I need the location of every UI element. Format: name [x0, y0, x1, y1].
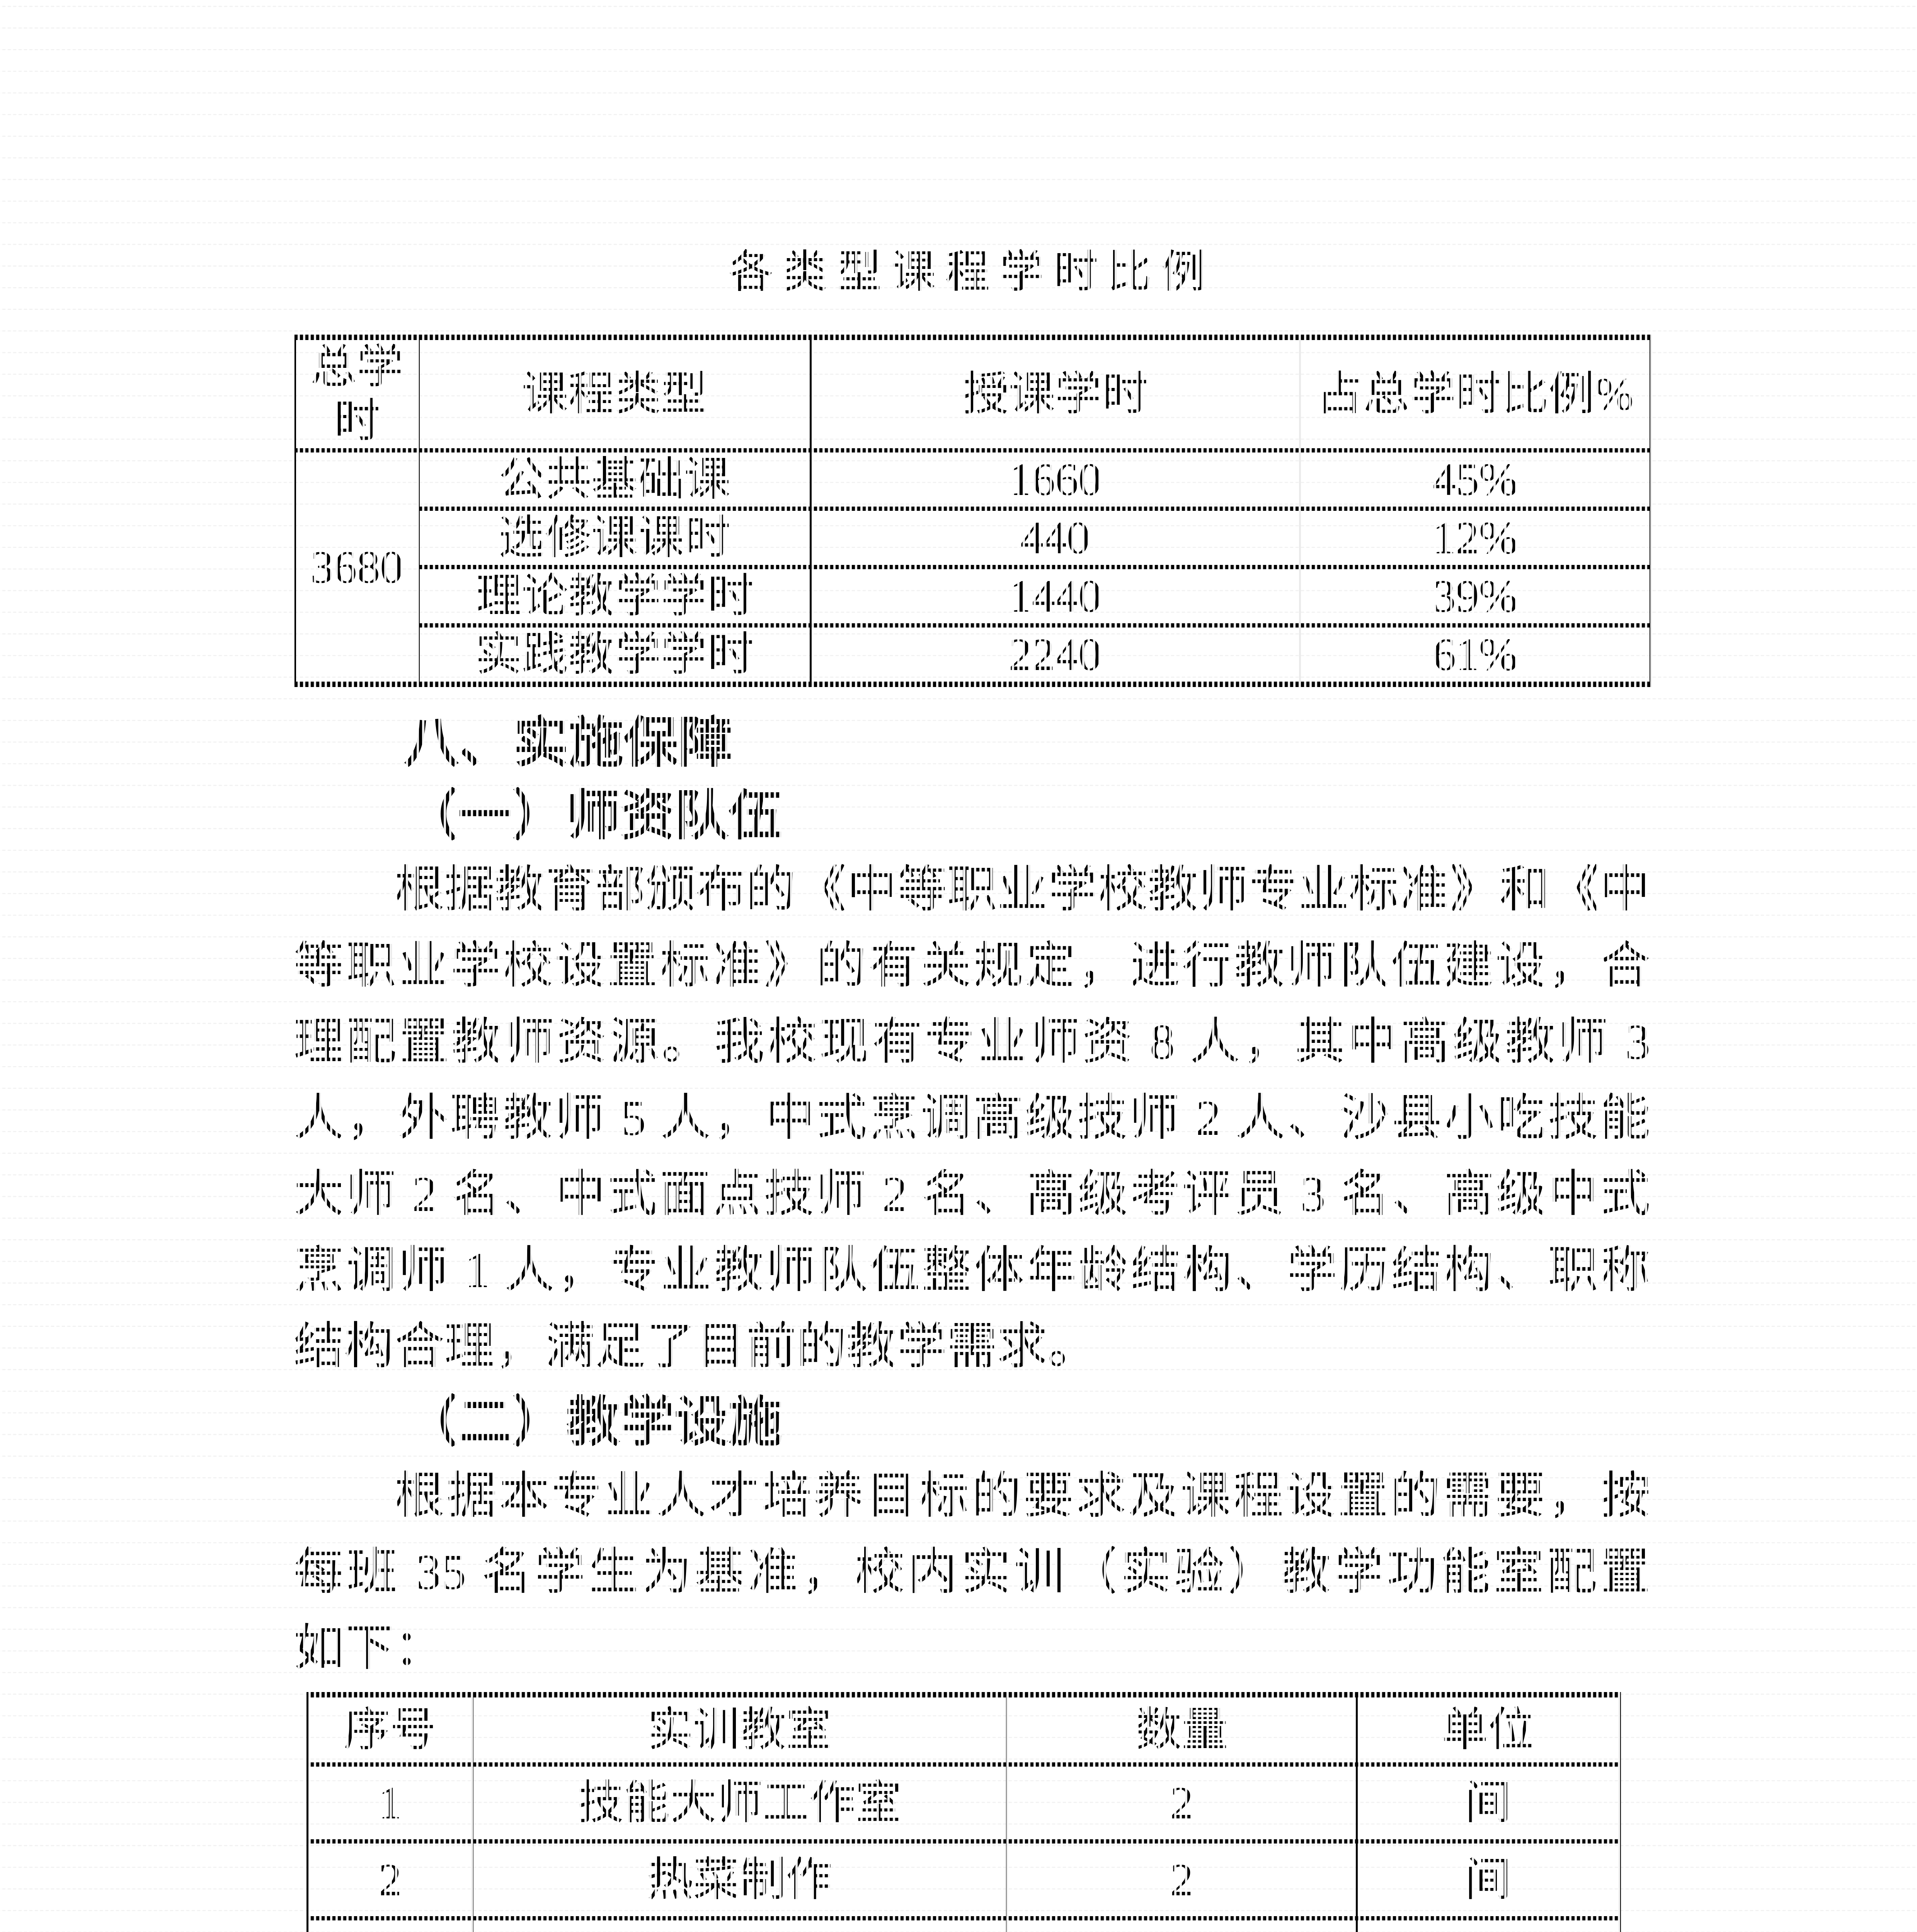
- paragraph-line: 结构合理，满足了目前的教学需求。: [294, 1319, 1098, 1374]
- course-type-cell: 公共基础课: [417, 449, 812, 510]
- serial-cell: 2: [306, 1840, 473, 1919]
- paragraph-teaching-staff: 根据教育部颁布的《中等职业学校教师专业标准》和《中 等职业学校设置标准》的有关规…: [294, 852, 1650, 1385]
- quantity-cell: 2: [1006, 1840, 1358, 1919]
- quantity-cell: 2: [1006, 1764, 1358, 1842]
- table-row: 理论教学学时 1440 39%: [295, 566, 1652, 626]
- training-rooms-header-row: 序号 实训教室 数量 单位: [306, 1694, 1621, 1765]
- header-percent-of-total: 占总学时比例%: [1299, 336, 1652, 451]
- paragraph-line: 等职业学校设置标准》的有关规定，进行教师队伍建设，合: [294, 938, 1650, 994]
- course-hours-table: 总学时 课程类型 授课学时 占总学时比例% 3680 公共基础课 1660 45…: [294, 335, 1652, 687]
- table-row: 选修课课时 440 12%: [295, 508, 1652, 568]
- paragraph-line: 烹调师 1 人，专业教师队伍整体年龄结构、学历结构、职称: [294, 1243, 1650, 1298]
- table-row: 2 热菜制作 2 间: [306, 1840, 1621, 1919]
- course-hours-header-row: 总学时 课程类型 授课学时 占总学时比例%: [294, 336, 1652, 451]
- paragraph-teaching-facilities: 根据本专业人才培养目标的要求及课程设置的需要，按 每班 35 名学生为基准，校内…: [294, 1458, 1650, 1687]
- paragraph-line: 大师 2 名、中式面点技师 2 名、高级考评员 3 名、高级中式: [294, 1167, 1650, 1222]
- percent-cell: 12%: [1299, 508, 1652, 568]
- total-hours-value: 3680: [294, 449, 420, 685]
- table-row: 1 技能大师工作室 2 间: [306, 1764, 1621, 1842]
- training-rooms-table: 序号 实训教室 数量 单位 1 技能大师工作室 2 间 2 热菜制作 2 间 3…: [306, 1692, 1621, 1932]
- hours-cell: 1660: [809, 449, 1301, 510]
- header-serial-number: 序号: [306, 1694, 473, 1765]
- paragraph-line: 根据教育部颁布的《中等职业学校教师专业标准》和《中: [394, 862, 1651, 918]
- percent-cell: 39%: [1299, 566, 1652, 626]
- header-training-room: 实训教室: [471, 1694, 1008, 1765]
- paragraph-line: 理配置教师资源。我校现有专业师资 8 人，其中高级教师 3: [294, 1014, 1650, 1070]
- table-row: 3680 公共基础课 1660 45%: [294, 449, 1652, 685]
- hours-cell: 2240: [809, 624, 1301, 685]
- quantity-cell: 2: [1006, 1917, 1358, 1932]
- subsection-heading-teaching-staff: （一）师资队伍: [404, 786, 783, 846]
- course-type-cell: 实践教学学时: [417, 624, 812, 685]
- table-row: 实践教学学时 2240 61%: [295, 624, 1652, 685]
- course-type-cell: 理论教学学时: [417, 566, 812, 626]
- paragraph-line: 根据本专业人才培养目标的要求及课程设置的需要，按: [394, 1468, 1650, 1524]
- header-quantity: 数量: [1006, 1694, 1358, 1765]
- paragraph-line: 每班 35 名学生为基准，校内实训（实验）教学功能室配置: [294, 1544, 1650, 1600]
- unit-cell: 间: [1355, 1917, 1621, 1932]
- header-total-hours: 总学时: [294, 336, 420, 451]
- room-cell: 热菜制作: [471, 1840, 1008, 1919]
- course-type-cell: 选修课课时: [417, 508, 812, 568]
- room-cell: 技能大师工作室: [471, 1764, 1008, 1842]
- serial-cell: 3: [306, 1917, 473, 1932]
- hours-cell: 1440: [809, 566, 1301, 626]
- paragraph-line: 人，外聘教师 5 人，中式烹调高级技师 2 人、沙县小吃技能: [294, 1090, 1650, 1146]
- header-unit: 单位: [1355, 1694, 1621, 1765]
- header-teaching-hours: 授课学时: [809, 336, 1301, 451]
- room-cell: 中、西式面点制作: [471, 1917, 1008, 1932]
- unit-cell: 间: [1355, 1840, 1621, 1919]
- paragraph-line: 如下：: [294, 1621, 445, 1676]
- unit-cell: 间: [1355, 1764, 1621, 1842]
- percent-cell: 61%: [1299, 624, 1652, 685]
- hours-cell: 440: [809, 508, 1301, 568]
- percent-cell: 45%: [1299, 449, 1652, 510]
- header-course-type: 课程类型: [417, 336, 812, 451]
- page-title: 各类型课程学时比例: [729, 248, 1216, 297]
- subsection-heading-teaching-facilities: （二）教学设施: [404, 1393, 783, 1452]
- table-row: 3 中、西式面点制作 2 间: [306, 1917, 1621, 1932]
- section-heading-implementation-guarantee: 八、实施保障: [404, 712, 733, 774]
- serial-cell: 1: [306, 1764, 473, 1842]
